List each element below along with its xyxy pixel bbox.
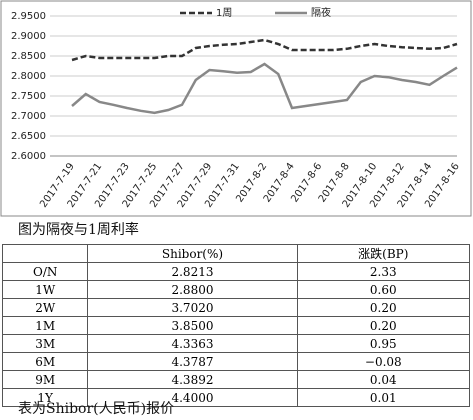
y-tick-label: 2.6500 [11,131,46,142]
cell: 6M [1,352,89,371]
legend-label: 隔夜 [311,6,331,19]
cell: 0.60 [296,280,471,299]
table-row: O/N 2.8213 2.33 [1,262,471,281]
cell: 1M [1,316,89,335]
header-cell [1,244,89,263]
line [71,62,458,115]
cell: 1Y [1,388,89,407]
cell: 0.20 [296,316,471,335]
cell: 0.20 [296,298,471,317]
y-tick-label: 2.8000 [11,71,46,82]
header-cell: 涨跌(BP) [296,244,471,263]
cell: 3.8500 [87,316,298,335]
line [71,38,458,62]
cell: 4.3892 [87,370,298,389]
chart-border [0,0,472,217]
caption: 图为隔夜与1周利率 [18,222,139,238]
cell: 2.8800 [87,280,298,299]
table-row: 3M 4.3363 0.95 [1,334,471,353]
cell: O/N [1,262,89,281]
caption: 表为Shibor(人民币)报价 [18,401,175,417]
y-tick-label: 2.6000 [11,151,46,162]
cell: 4.3787 [87,352,298,371]
cell: 0.04 [296,370,471,389]
table-row: 1Y 4.4000 0.01 [1,388,471,407]
cell: −0.08 [296,352,471,371]
table-row: 1W 2.8800 0.60 [1,280,471,299]
cell: 3M [1,334,89,353]
table-header: Shibor(%) 涨跌(BP) [1,244,471,263]
cell: 9M [1,370,89,389]
table-row: 1M 3.8500 0.20 [1,316,471,335]
cell: 4.3363 [87,334,298,353]
y-tick-label: 2.9500 [11,11,46,22]
legend-label: 1周 [216,7,232,19]
table: Shibor(%) 涨跌(BP) O/N 2.8213 2.33 1W 2.8800 0.60… [1,244,471,407]
y-tick-label: 2.7000 [11,111,46,122]
y-tick-label: 2.7500 [11,91,46,102]
cell: 0.95 [296,334,471,353]
y-tick-label: 2.8500 [11,51,46,62]
cell: 2W [1,298,89,317]
table-row: 9M 4.3892 0.04 [1,370,471,389]
table-row: 2W 3.7020 0.20 [1,298,471,317]
cell: 2.33 [296,262,471,281]
header-cell: Shibor(%) [87,244,298,263]
cell: 4.4000 [87,388,298,407]
cell: 2.8213 [87,262,298,281]
table-row: 6M 4.3787 −0.08 [1,352,471,371]
cell: 0.01 [296,388,471,407]
y-tick-label: 2.9000 [11,31,46,42]
cell: 1W [1,280,89,299]
cell: 3.7020 [87,298,298,317]
chart: 2.6000 2.6500 2.7000 2.7500 2.8000 2.8500 2.90… [0,0,472,217]
